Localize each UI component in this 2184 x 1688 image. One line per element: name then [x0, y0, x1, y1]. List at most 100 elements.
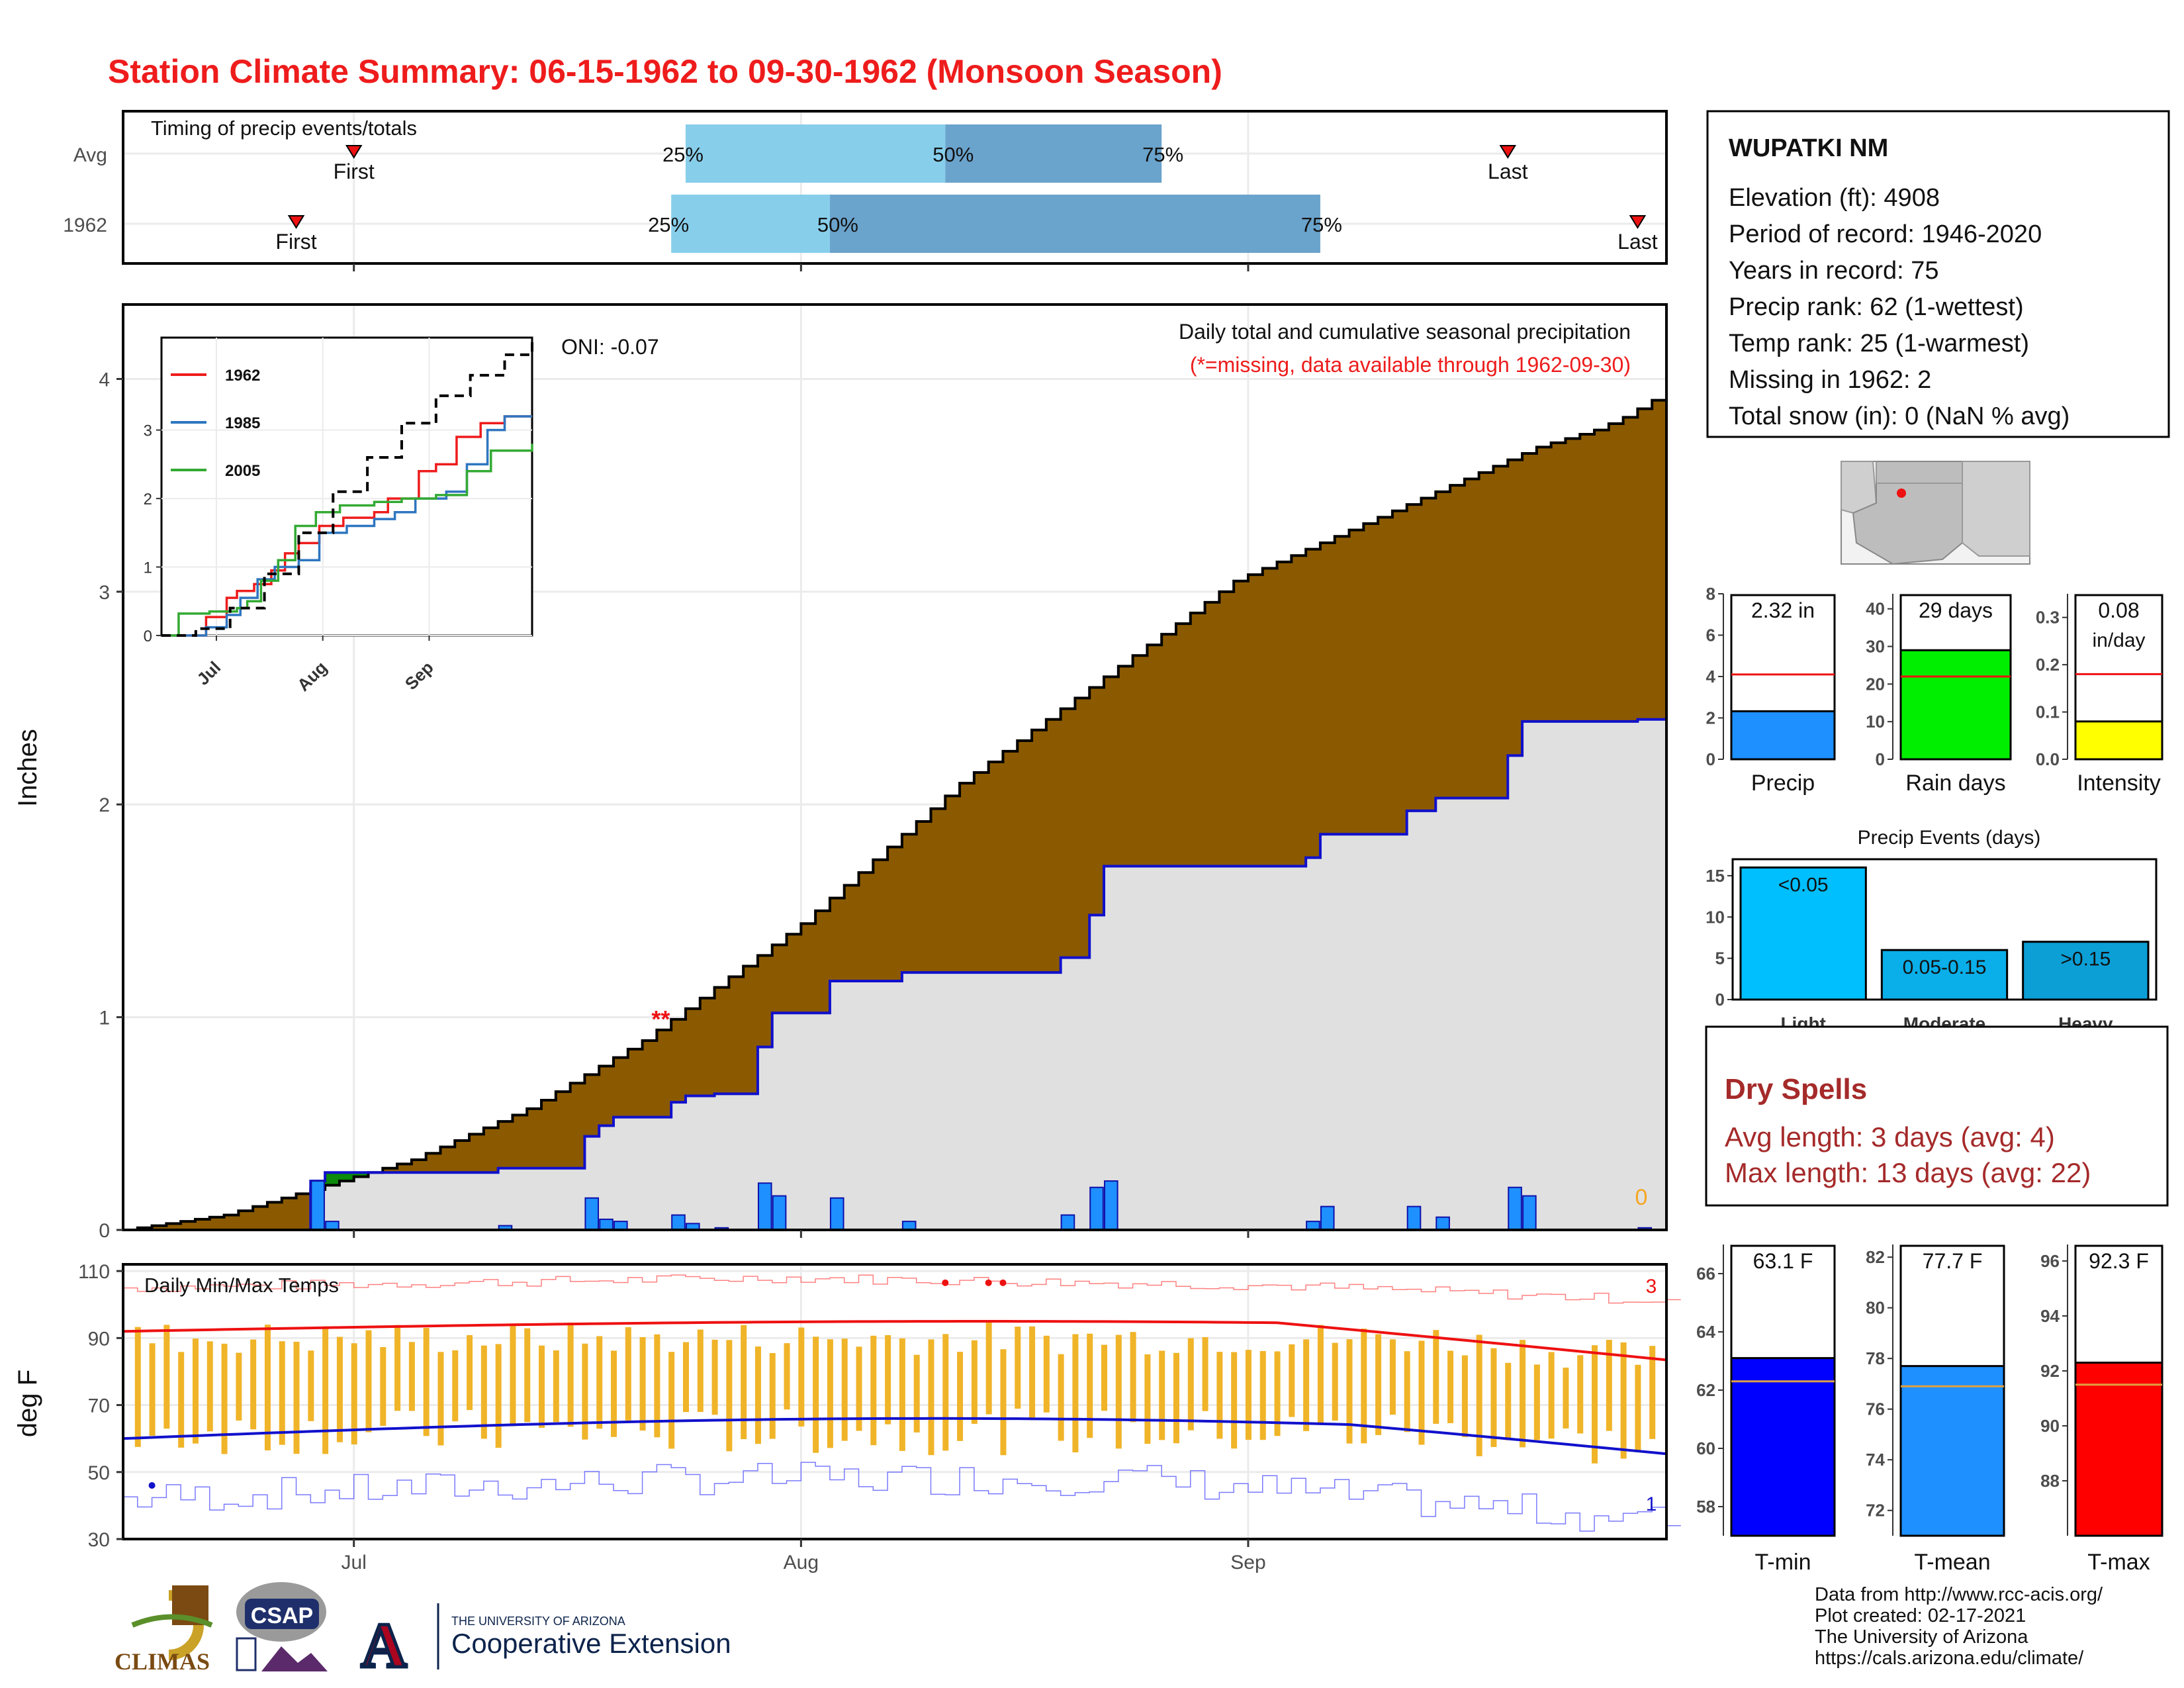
station-line: Precip rank: 62 (1-wettest) — [1729, 293, 2024, 321]
daily-temp-bar — [365, 1330, 372, 1432]
temp-x-ticks: Jul Aug Sep — [341, 1539, 1266, 1573]
daily-temp-bar — [697, 1329, 704, 1412]
daily-temp-bar — [1592, 1345, 1598, 1464]
station-line: Total snow (in): 0 (NaN % avg) — [1729, 402, 2070, 430]
mini-y-tick-label: 8 — [1706, 584, 1715, 604]
mini-y-tick-label: 80 — [1866, 1298, 1885, 1318]
daily-temp-bar — [625, 1327, 631, 1421]
daily-temp-bar — [1461, 1355, 1468, 1437]
events-bar-label: 0.05-0.15 — [1903, 957, 1987, 978]
daily-temp-bar — [1202, 1336, 1208, 1411]
daily-temp-bar — [279, 1341, 285, 1445]
climas-wordmark: CLIMAS — [114, 1648, 210, 1675]
record-high-point — [999, 1279, 1007, 1286]
daily-precip-bar — [1104, 1180, 1118, 1231]
timing-bar-q50-q75 — [829, 195, 1320, 253]
daily-temp-bar — [1058, 1354, 1064, 1441]
mini-value-bar — [1730, 1357, 1836, 1537]
daily-temp-bar — [322, 1326, 329, 1454]
temp-y-label: deg F — [13, 1370, 42, 1437]
daily-temp-bar — [1404, 1351, 1410, 1432]
mini-y-tick-label: 10 — [1866, 712, 1885, 731]
daily-temp-bar — [221, 1343, 228, 1454]
daily-temp-bar — [1635, 1364, 1641, 1452]
daily-temp-bar — [336, 1336, 343, 1442]
daily-temp-bar — [134, 1327, 141, 1447]
daily-temp-bar — [163, 1325, 170, 1429]
daily-precip-bar — [671, 1214, 686, 1231]
temp-marks — [122, 1274, 1681, 1532]
daily-precip-bar — [1435, 1216, 1450, 1231]
daily-temp-bar — [1375, 1334, 1382, 1435]
csap-rain — [236, 1637, 257, 1671]
year-cumulative-area — [123, 719, 1666, 1230]
inset-legend-label: 1962 — [225, 367, 260, 385]
timing-last-label: Last — [1617, 230, 1658, 254]
daily-temp-bar — [668, 1352, 675, 1449]
inset-frame — [160, 336, 533, 637]
daily-temp-bar — [308, 1350, 314, 1421]
daily-temp-bar — [553, 1350, 559, 1423]
events-title: Precip Events (days) — [1858, 827, 2041, 849]
temp-panel-title: Daily Min/Max Temps — [144, 1274, 339, 1297]
daily-temp-bar — [1231, 1352, 1238, 1449]
inset-legend: 1962 1985 2005 — [171, 367, 260, 480]
mini-value-label: 2.32 in — [1751, 598, 1815, 622]
mini-y-tick-label: 96 — [2040, 1251, 2060, 1271]
temp-panel: 30 50 70 90 110 Jul Aug Sep Daily Min/Max Temp… — [13, 1261, 1681, 1573]
daily-precip-bar — [599, 1218, 614, 1231]
year-cumulative-line — [123, 718, 1666, 1231]
daily-temp-bar — [711, 1339, 718, 1415]
mini-value-label: 63.1 F — [1753, 1249, 1813, 1273]
inset-y-tick-label: 0 — [144, 628, 152, 645]
daily-precip-bar — [1089, 1186, 1104, 1231]
daily-temp-bar — [539, 1345, 545, 1428]
daily-temp-bar — [1606, 1340, 1612, 1431]
record-high-line — [123, 1274, 1681, 1304]
daily-temp-bar — [841, 1338, 848, 1441]
mini-value-bar — [1730, 710, 1836, 761]
mini-category-label: T-mean — [1914, 1550, 1990, 1575]
daily-temp-bar — [1361, 1329, 1367, 1444]
footer-line: Plot created: 02-17-2021 — [1815, 1605, 2026, 1626]
daily-temp-bar — [985, 1323, 992, 1415]
daily-temp-bar — [1000, 1349, 1007, 1456]
record-high-point — [985, 1279, 992, 1286]
daily-temp-bar — [408, 1342, 415, 1411]
temp-x-tick-label: Jul — [341, 1552, 367, 1573]
station-line: Elevation (ft): 4908 — [1729, 184, 1940, 212]
inset-y-tick-label: 2 — [144, 491, 152, 508]
daily-temp-bar — [510, 1324, 516, 1427]
precip-y-tick-label: 3 — [99, 582, 110, 604]
precip-frame — [122, 303, 1668, 1231]
dry-spells-title: Dry Spells — [1725, 1073, 1867, 1105]
climas-arc — [131, 1614, 213, 1628]
inset-legend-label: 1985 — [225, 414, 260, 432]
temp-y-tick-label: 90 — [88, 1328, 110, 1350]
dry-spells-frame — [1705, 1025, 2169, 1207]
csap-badge — [245, 1599, 319, 1629]
daily-temp-bar — [798, 1327, 805, 1427]
footer: CLIMAS CSAP A THE UNIVERSITY OF ARIZONA … — [114, 1582, 2103, 1683]
daily-temp-bar — [1418, 1340, 1425, 1445]
daily-temp-bar — [236, 1352, 242, 1421]
timing-row-avg: Avg — [73, 144, 107, 166]
mini-y-tick-label: 0.3 — [2036, 608, 2060, 628]
daily-temp-bar — [1259, 1350, 1266, 1440]
mini-y-tick-label: 82 — [1866, 1247, 1885, 1267]
record-high-count: 3 — [1646, 1276, 1657, 1297]
record-high-point — [942, 1279, 949, 1286]
footer-line: https://cals.arizona.edu/climate/ — [1815, 1648, 2084, 1669]
avg-cumulative-line — [123, 391, 1668, 1231]
mini-value-unit: in/day — [2092, 630, 2145, 651]
daily-temp-bar — [1101, 1344, 1108, 1411]
climas-logo: CLIMAS — [114, 1585, 213, 1675]
daily-temp-bar — [769, 1353, 776, 1439]
station-name: WUPATKI NM — [1729, 134, 1888, 162]
daily-temp-bar — [827, 1339, 833, 1448]
precip-panel-subtitle: (*=missing, data available through 1962-… — [1190, 353, 1631, 377]
daily-temp-bar — [1274, 1351, 1281, 1436]
